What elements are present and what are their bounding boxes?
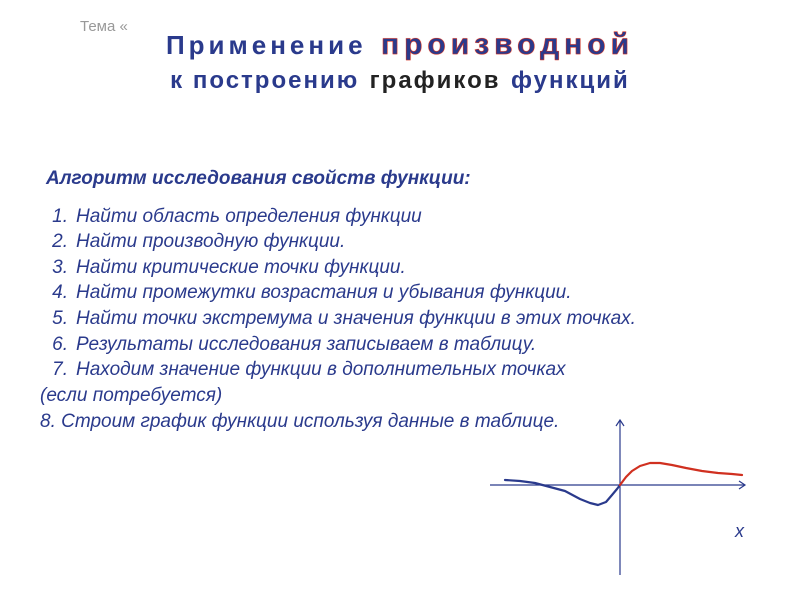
step-text: Найти производную функции. bbox=[76, 231, 345, 252]
title-word-1: Применение bbox=[166, 30, 367, 60]
title-word-4: графиков bbox=[370, 67, 501, 94]
x-axis-label: х bbox=[735, 521, 744, 542]
step-text: Найти промежутки возрастания и убывания … bbox=[76, 282, 571, 303]
title-word-5: функций bbox=[511, 67, 630, 94]
step-text: Найти точки экстремума и значения функци… bbox=[76, 308, 636, 329]
step-text: Строим график функции используя данные в… bbox=[61, 411, 559, 432]
step-item: 4.Найти промежутки возрастания и убывани… bbox=[40, 280, 760, 306]
slide: Тема « Применение производной к построен… bbox=[0, 0, 800, 600]
title-word-2: производной bbox=[381, 28, 634, 61]
title-line-2: к построению графиков функций bbox=[40, 66, 760, 96]
step-item: 7.Находим значение функции в дополнитель… bbox=[40, 357, 760, 383]
step-item: 6.Результаты исследования записываем в т… bbox=[40, 332, 760, 358]
step-text: Найти критические точки функции. bbox=[76, 257, 406, 278]
step-item: 5.Найти точки экстремума и значения функ… bbox=[40, 306, 760, 332]
step-text: Находим значение функции в дополнительны… bbox=[76, 359, 566, 380]
step-note: (если потребуется) bbox=[40, 383, 760, 409]
algorithm-heading: Алгоритм исследования свойств функции: bbox=[46, 168, 760, 190]
title-word-3: к построению bbox=[170, 67, 359, 94]
content: Алгоритм исследования свойств функции: 1… bbox=[40, 168, 760, 435]
step-text: Результаты исследования записываем в таб… bbox=[76, 334, 536, 355]
step-8-num: 8. bbox=[40, 411, 56, 432]
title-line-1: Применение производной bbox=[166, 26, 634, 64]
steps-list: 1.Найти область определения функции 2.На… bbox=[40, 204, 760, 435]
step-item: 2.Найти производную функции. bbox=[40, 229, 760, 255]
topic-prefix: Тема « bbox=[80, 18, 128, 35]
step-text: Найти область определения функции bbox=[76, 206, 422, 227]
step-item: 3.Найти критические точки функции. bbox=[40, 255, 760, 281]
title: Применение производной к построению граф… bbox=[40, 26, 760, 96]
step-item: 1.Найти область определения функции bbox=[40, 204, 760, 230]
function-chart bbox=[490, 415, 750, 575]
